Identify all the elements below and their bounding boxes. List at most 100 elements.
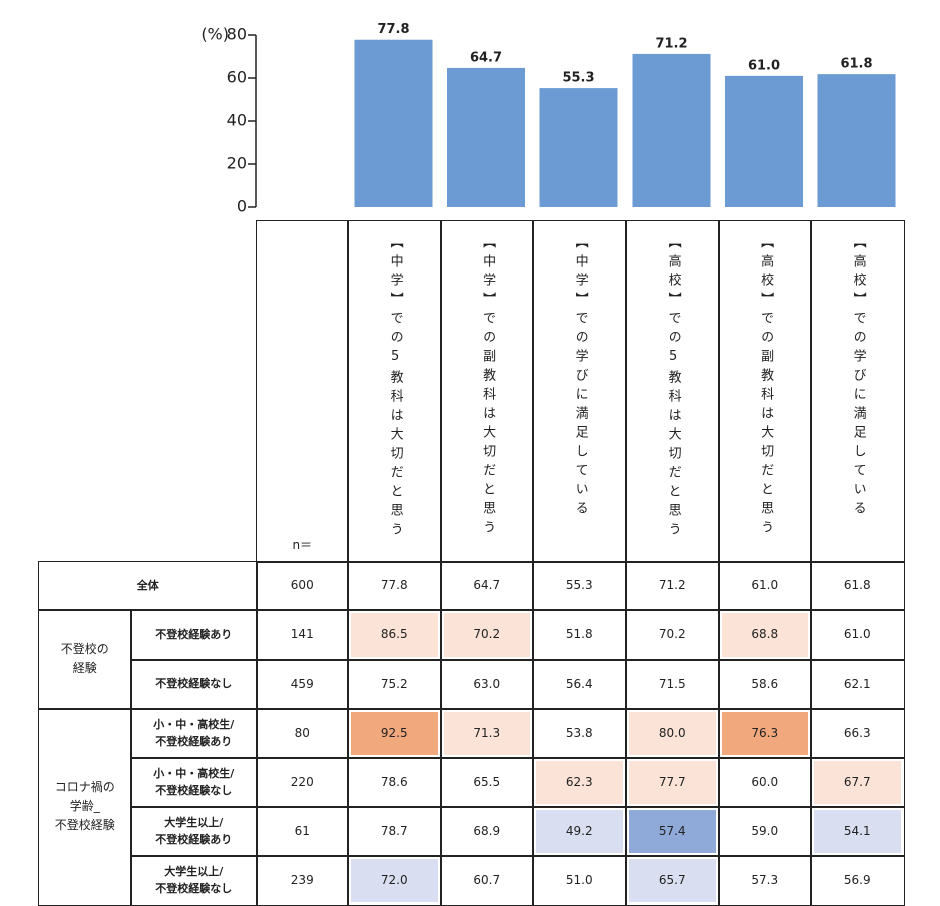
value-cell: 78.7 xyxy=(347,806,442,857)
value-cell: 51.8 xyxy=(532,609,627,661)
value-cell-text: 71.2 xyxy=(658,578,686,593)
n-cell: 61 xyxy=(256,806,349,857)
value-cell: 70.2 xyxy=(440,609,534,661)
row-label: 全体 xyxy=(38,561,258,611)
value-cell: 60.0 xyxy=(718,757,812,808)
value-cell-text: 65.7 xyxy=(658,872,686,887)
row-label: 小・中・高校生/ 不登校経験なし xyxy=(130,757,258,808)
n-cell: 459 xyxy=(256,659,349,710)
value-cell-text: 70.2 xyxy=(473,627,501,642)
n-cell-text: 80 xyxy=(294,725,310,740)
value-cell-text: 63.0 xyxy=(473,676,501,691)
value-cell-text: 55.3 xyxy=(565,578,593,593)
value-cell: 55.3 xyxy=(532,561,627,611)
column-header: 【中学】での副教科は大切だと思う xyxy=(440,220,534,563)
row-label-text: 不登校経験なし xyxy=(155,677,233,691)
bar-value-label: 61.0 xyxy=(748,58,780,73)
value-cell: 61.0 xyxy=(718,561,812,611)
value-cell-text: 92.5 xyxy=(380,725,408,740)
n-cell-text: 61 xyxy=(294,823,310,838)
n-cell-text: 239 xyxy=(290,872,314,887)
value-cell-text: 66.3 xyxy=(843,725,871,740)
value-cell-text: 75.2 xyxy=(380,676,408,691)
column-header: 【中学】での5教科は大切だと思う xyxy=(347,220,442,563)
value-cell: 71.5 xyxy=(625,659,720,710)
value-cell: 59.0 xyxy=(718,806,812,857)
value-cell-text: 71.5 xyxy=(658,676,686,691)
n-cell-text: 220 xyxy=(290,774,314,789)
value-cell-text: 70.2 xyxy=(658,627,686,642)
value-cell-text: 49.2 xyxy=(565,823,593,838)
y-tick-label: 40 xyxy=(227,111,247,130)
value-cell-text: 65.5 xyxy=(473,774,501,789)
row-label: 小・中・高校生/ 不登校経験あり xyxy=(130,708,258,759)
value-cell-text: 60.7 xyxy=(473,872,501,887)
value-cell: 56.4 xyxy=(532,659,627,710)
row-label-text: 全体 xyxy=(136,578,159,592)
column-header-text: 【高校】での5教科は大切だと思う xyxy=(665,235,681,541)
column-header-text: 【中学】での5教科は大切だと思う xyxy=(387,235,403,541)
value-cell-text: 56.4 xyxy=(565,676,593,691)
bar-value-label: 64.7 xyxy=(470,50,502,65)
row-label: 不登校経験あり xyxy=(130,609,258,661)
value-cell: 65.7 xyxy=(625,855,720,906)
value-cell: 58.6 xyxy=(718,659,812,710)
value-cell-text: 68.9 xyxy=(473,823,501,838)
value-cell: 72.0 xyxy=(347,855,442,906)
bar xyxy=(725,75,803,207)
value-cell-text: 56.9 xyxy=(843,872,871,887)
value-cell-text: 78.6 xyxy=(380,774,408,789)
bar xyxy=(354,39,433,208)
n-cell: 220 xyxy=(256,757,349,808)
value-cell: 92.5 xyxy=(347,708,442,759)
n-cell-text: 141 xyxy=(290,627,314,642)
value-cell: 77.8 xyxy=(347,561,442,611)
value-cell-text: 58.6 xyxy=(751,676,779,691)
n-label: n＝ xyxy=(292,538,313,553)
column-header: 【中学】での学びに満足している xyxy=(532,220,627,563)
value-cell-text: 67.7 xyxy=(843,774,871,789)
value-cell: 60.7 xyxy=(440,855,534,906)
value-cell: 67.7 xyxy=(810,757,905,808)
value-cell: 53.8 xyxy=(532,708,627,759)
n-cell: 141 xyxy=(256,609,349,661)
row-label-text: 大学生以上/ 不登校経験なし xyxy=(155,864,233,896)
highlight xyxy=(722,712,808,755)
highlight xyxy=(629,761,716,804)
highlight xyxy=(536,810,623,853)
highlight xyxy=(351,712,438,755)
value-cell: 71.2 xyxy=(625,561,720,611)
value-cell-text: 71.3 xyxy=(473,725,501,740)
bar-value-label: 61.8 xyxy=(840,57,872,72)
n-header: n＝ xyxy=(256,220,349,563)
n-cell-text: 600 xyxy=(290,578,314,593)
value-cell-text: 78.7 xyxy=(380,823,408,838)
value-cell: 75.2 xyxy=(347,659,442,710)
value-cell: 57.4 xyxy=(625,806,720,857)
y-tick-label: 0 xyxy=(237,197,247,216)
value-cell: 51.0 xyxy=(532,855,627,906)
value-cell: 71.3 xyxy=(440,708,534,759)
value-cell-text: 86.5 xyxy=(380,627,408,642)
highlight xyxy=(629,712,716,755)
value-cell: 77.7 xyxy=(625,757,720,808)
value-cell: 68.8 xyxy=(718,609,812,661)
highlight xyxy=(536,761,623,804)
value-cell-text: 68.8 xyxy=(751,627,779,642)
n-cell: 239 xyxy=(256,855,349,906)
value-cell: 76.3 xyxy=(718,708,812,759)
value-cell-text: 54.1 xyxy=(843,823,871,838)
value-cell: 61.8 xyxy=(810,561,905,611)
value-cell-text: 59.0 xyxy=(751,823,779,838)
bar xyxy=(539,88,618,207)
n-cell: 80 xyxy=(256,708,349,759)
row-label-text: 不登校経験あり xyxy=(155,627,233,641)
value-cell: 63.0 xyxy=(440,659,534,710)
row-label-text: 大学生以上/ 不登校経験あり xyxy=(155,815,233,847)
value-cell-text: 77.8 xyxy=(380,578,408,593)
bar xyxy=(632,53,711,207)
value-cell: 65.5 xyxy=(440,757,534,808)
highlight xyxy=(722,613,808,657)
row-label-text: 小・中・高校生/ 不登校経験なし xyxy=(153,766,235,798)
y-tick-label: 20 xyxy=(227,154,247,173)
